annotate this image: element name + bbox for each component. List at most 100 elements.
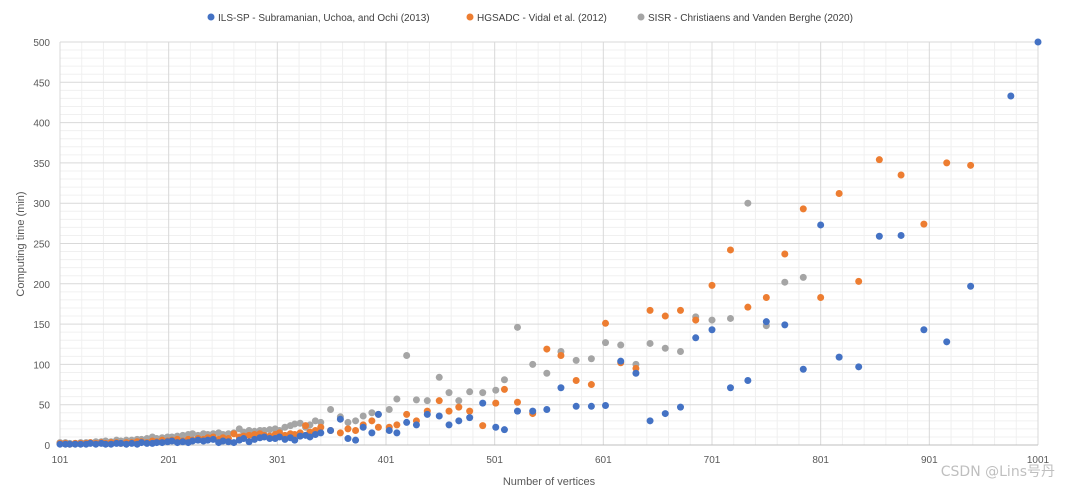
x-tick-label: 1001: [1027, 455, 1050, 466]
point-ils-sp: [967, 282, 975, 290]
point-ils-sp: [632, 369, 640, 377]
point-sisr: [281, 423, 289, 431]
point-ils-sp: [56, 440, 64, 448]
point-hgsadc: [708, 281, 716, 289]
point-hgsadc: [251, 431, 259, 439]
point-ils-sp: [86, 439, 94, 447]
point-ils-sp: [423, 410, 431, 418]
point-sisr: [368, 409, 376, 417]
point-ils-sp: [107, 440, 115, 448]
point-ils-sp: [296, 432, 304, 440]
x-tick-label: 601: [595, 455, 612, 466]
point-hgsadc: [336, 429, 344, 437]
point-ils-sp: [393, 429, 401, 437]
point-ils-sp: [128, 439, 136, 447]
point-sisr: [455, 397, 463, 405]
y-tick-label: 350: [33, 159, 50, 170]
point-ils-sp: [224, 438, 232, 446]
y-tick-label: 500: [33, 38, 50, 49]
point-ils-sp: [189, 437, 197, 445]
legend-label-sisr: SISR - Christiaens and Vanden Berghe (20…: [648, 13, 853, 24]
point-ils-sp: [587, 402, 595, 410]
point-sisr: [513, 323, 521, 331]
point-ils-sp: [352, 436, 360, 444]
point-sisr: [466, 388, 474, 396]
point-ils-sp: [920, 326, 928, 334]
y-tick-label: 100: [33, 360, 50, 371]
point-sisr: [587, 355, 595, 363]
legend-marker-ils-sp: [207, 13, 215, 21]
point-hgsadc: [492, 399, 500, 407]
point-hgsadc: [943, 159, 951, 167]
point-sisr: [317, 418, 325, 426]
point-ils-sp: [617, 357, 625, 365]
point-ils-sp: [240, 435, 248, 443]
point-hgsadc: [245, 431, 253, 439]
x-tick-label: 101: [52, 455, 69, 466]
point-sisr: [296, 419, 304, 427]
point-hgsadc: [455, 403, 463, 411]
point-ils-sp: [762, 318, 770, 326]
point-ils-sp: [327, 426, 335, 434]
point-ils-sp: [102, 440, 110, 448]
point-sisr: [529, 360, 537, 368]
point-hgsadc: [781, 250, 789, 258]
point-ils-sp: [1034, 38, 1042, 46]
point-sisr: [403, 352, 411, 360]
point-sisr: [543, 369, 551, 377]
point-sisr: [572, 356, 580, 364]
point-hgsadc: [587, 381, 595, 389]
point-ils-sp: [281, 435, 289, 443]
point-ils-sp: [543, 406, 551, 414]
point-ils-sp: [158, 439, 166, 447]
point-ils-sp: [359, 423, 367, 431]
point-hgsadc: [302, 422, 310, 430]
major-gridlines: [59, 41, 1039, 446]
y-tick-label: 400: [33, 119, 50, 130]
point-sisr: [479, 389, 487, 397]
point-ils-sp: [71, 440, 79, 448]
data-points: [56, 38, 1042, 448]
point-sisr: [311, 417, 319, 425]
y-tick-label: 300: [33, 199, 50, 210]
point-sisr: [179, 431, 187, 439]
point-ils-sp: [66, 440, 74, 448]
point-ils-sp: [513, 407, 521, 415]
point-ils-sp: [138, 439, 145, 447]
point-hgsadc: [875, 156, 883, 164]
point-sisr: [646, 339, 654, 347]
point-ils-sp: [646, 417, 654, 425]
point-sisr: [352, 417, 360, 425]
point-ils-sp: [179, 438, 187, 446]
point-ils-sp: [344, 435, 352, 443]
point-hgsadc: [726, 246, 734, 254]
point-ils-sp: [173, 439, 181, 447]
y-tick-label: 50: [39, 401, 51, 412]
point-ils-sp: [479, 399, 487, 407]
x-tick-label: 901: [921, 455, 938, 466]
point-hgsadc: [835, 190, 843, 198]
point-hgsadc: [317, 423, 325, 431]
x-tick-label: 401: [378, 455, 395, 466]
point-sisr: [189, 430, 197, 438]
point-ils-sp: [92, 440, 100, 448]
point-sisr: [224, 430, 232, 438]
point-sisr: [617, 341, 625, 349]
series-hgsadc: [56, 156, 975, 448]
point-ils-sp: [897, 231, 905, 239]
point-sisr: [602, 339, 610, 347]
point-ils-sp: [77, 440, 85, 448]
point-ils-sp: [368, 429, 376, 437]
point-hgsadc: [744, 303, 752, 311]
point-hgsadc: [646, 306, 654, 314]
point-ils-sp: [943, 338, 951, 346]
x-tick-label: 801: [812, 455, 829, 466]
point-sisr: [500, 376, 508, 384]
point-ils-sp: [708, 326, 716, 334]
point-hgsadc: [817, 294, 825, 302]
y-tick-label: 250: [33, 240, 50, 251]
x-tick-label: 201: [160, 455, 177, 466]
watermark: CSDN @Lins号丹: [941, 464, 1055, 480]
point-hgsadc: [466, 407, 474, 415]
